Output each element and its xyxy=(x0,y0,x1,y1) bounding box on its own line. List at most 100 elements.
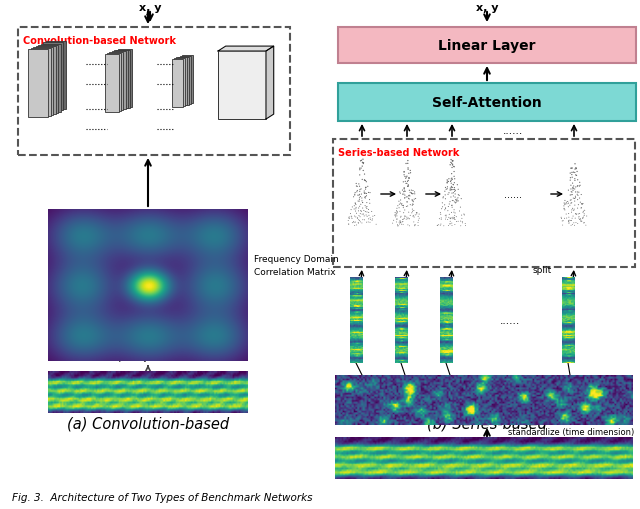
Point xyxy=(348,193,358,202)
Point xyxy=(398,202,408,210)
Point xyxy=(401,180,411,188)
Point xyxy=(576,217,586,225)
Point xyxy=(398,204,408,212)
Point xyxy=(400,194,410,203)
Point xyxy=(453,218,463,226)
Point xyxy=(448,181,458,189)
Point xyxy=(365,216,376,224)
Point xyxy=(404,192,414,200)
Point xyxy=(579,214,589,222)
Point xyxy=(349,213,360,221)
Point xyxy=(408,190,418,199)
Point xyxy=(351,183,362,191)
Point xyxy=(349,222,360,230)
Point xyxy=(444,175,454,183)
Point xyxy=(566,188,577,196)
Point xyxy=(435,215,445,223)
Bar xyxy=(180,56,191,104)
Point xyxy=(413,222,423,230)
Point xyxy=(404,175,414,183)
Bar xyxy=(38,45,58,114)
Point xyxy=(353,216,364,224)
Point xyxy=(351,180,362,188)
Point xyxy=(447,186,457,194)
Point xyxy=(575,194,585,203)
Point xyxy=(355,186,365,194)
Point xyxy=(402,199,412,207)
Point xyxy=(400,173,410,181)
Point xyxy=(564,210,574,218)
Point xyxy=(440,216,451,224)
Point xyxy=(457,218,467,226)
Point xyxy=(399,209,409,217)
Point xyxy=(362,219,372,227)
Point xyxy=(414,211,424,219)
Point xyxy=(393,202,403,210)
Point xyxy=(401,193,412,202)
Point xyxy=(571,165,581,173)
Point xyxy=(351,205,361,213)
Point xyxy=(569,219,579,228)
Point xyxy=(362,199,372,207)
Point xyxy=(453,194,463,203)
Point xyxy=(447,158,458,166)
Point xyxy=(398,221,408,229)
Point xyxy=(567,174,577,182)
Point xyxy=(447,222,457,230)
Point xyxy=(410,190,420,199)
Point xyxy=(571,210,581,218)
Point xyxy=(574,183,584,191)
Point xyxy=(355,194,365,203)
Bar xyxy=(105,55,119,113)
Point xyxy=(450,210,460,218)
Point xyxy=(355,213,365,221)
Point xyxy=(563,200,573,208)
Point xyxy=(412,209,422,217)
Point xyxy=(576,191,586,199)
Point xyxy=(568,221,578,229)
Point xyxy=(388,219,398,228)
Point xyxy=(394,201,404,209)
Point xyxy=(445,185,456,193)
Point xyxy=(349,219,359,227)
Point xyxy=(368,213,378,221)
Point xyxy=(396,196,406,205)
Point xyxy=(346,210,356,218)
Point xyxy=(451,196,461,204)
Text: Convolution-based Network: Convolution-based Network xyxy=(23,36,176,46)
Point xyxy=(362,192,372,201)
Point xyxy=(446,183,456,191)
Point xyxy=(357,197,367,206)
Point xyxy=(572,191,582,199)
Point xyxy=(358,199,368,207)
Point xyxy=(445,220,456,229)
Point xyxy=(449,209,459,217)
Point xyxy=(568,168,579,177)
Point xyxy=(459,211,469,219)
Point xyxy=(355,218,365,227)
Point xyxy=(401,160,411,168)
Point xyxy=(568,213,578,221)
Point xyxy=(401,174,412,182)
Point xyxy=(566,217,577,225)
Point xyxy=(442,216,452,224)
Point xyxy=(358,199,368,207)
Point xyxy=(403,166,413,174)
Point xyxy=(358,216,368,224)
Point xyxy=(358,205,368,213)
Point xyxy=(561,199,572,207)
Point xyxy=(407,206,417,214)
Point xyxy=(567,169,577,177)
Point xyxy=(395,208,405,216)
Point xyxy=(365,219,375,227)
Point xyxy=(403,157,413,165)
Point xyxy=(405,169,415,178)
Bar xyxy=(18,28,290,156)
Point xyxy=(413,217,424,225)
Point xyxy=(392,215,402,223)
Point xyxy=(399,188,409,196)
Point xyxy=(452,195,462,204)
Point xyxy=(360,208,371,216)
Point xyxy=(566,209,577,217)
Point xyxy=(355,166,365,175)
